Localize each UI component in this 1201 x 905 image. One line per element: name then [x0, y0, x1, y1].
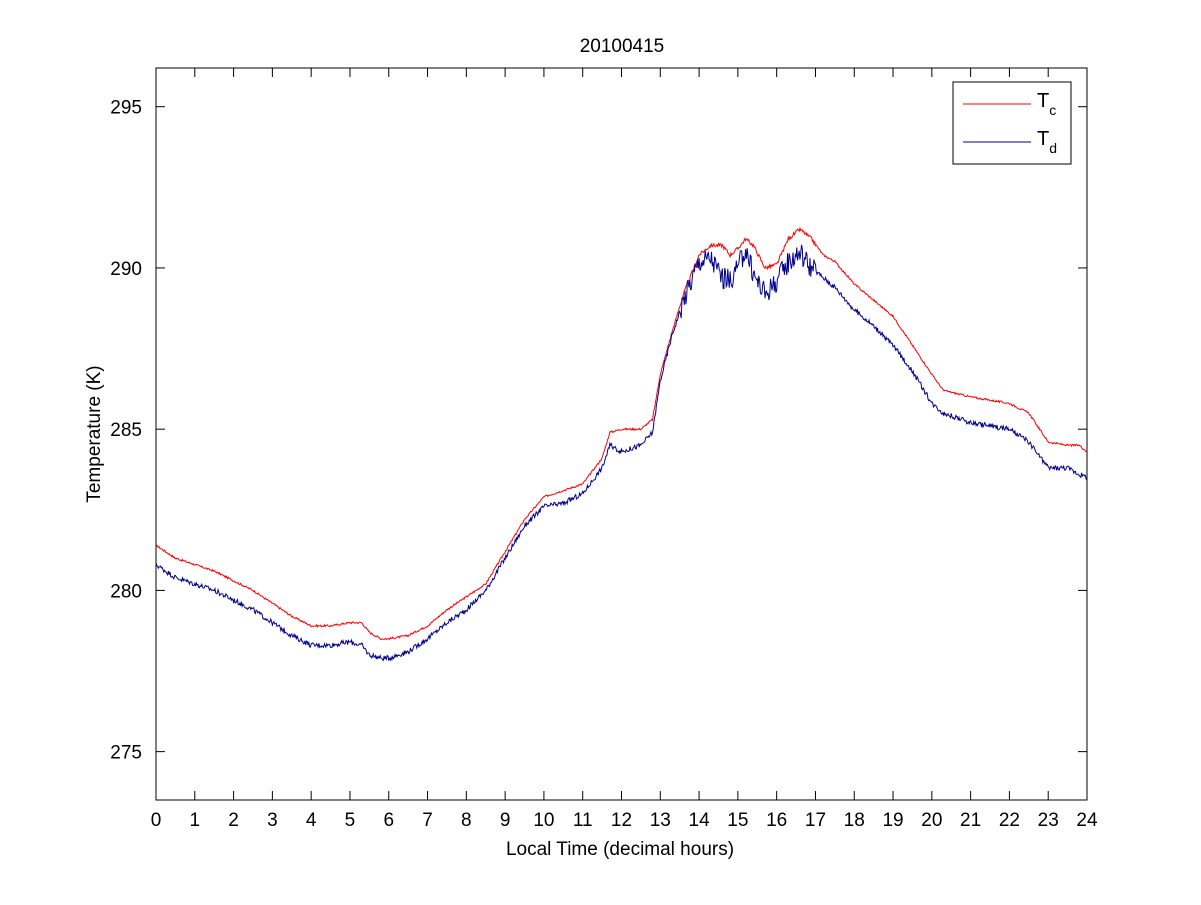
x-tick-label: 16 [766, 810, 787, 831]
x-tick-label: 9 [500, 810, 511, 831]
x-tick-label: 6 [383, 810, 394, 831]
x-tick-label: 8 [461, 810, 472, 831]
x-tick-label: 4 [306, 810, 317, 831]
x-tick-label: 12 [611, 810, 632, 831]
y-tick-label: 280 [110, 581, 142, 602]
x-tick-label: 14 [689, 810, 711, 831]
y-tick-label: 290 [110, 259, 142, 280]
x-tick-label: 7 [422, 810, 433, 831]
x-tick-label: 18 [844, 810, 865, 831]
x-tick-label: 11 [573, 810, 593, 831]
x-tick-label: 17 [805, 810, 826, 831]
x-tick-label: 15 [727, 810, 748, 831]
legend-subscript: d [1049, 140, 1057, 156]
series-layer [155, 227, 1088, 662]
x-tick-label: 23 [1038, 810, 1059, 831]
chart-title: 20100415 [580, 36, 665, 57]
x-tick-label: 1 [190, 810, 201, 831]
x-tick-label: 13 [650, 810, 671, 831]
y-tick-label: 285 [110, 420, 142, 441]
axis-ticks: 0 1 2 3 4 5 6 7 8 9 10 11 12 13 14 15 16 17 18 19 20 21 22 23 24… [110, 68, 1098, 831]
x-tick-label: 24 [1076, 810, 1098, 831]
series-line-t-c [155, 227, 1088, 641]
legend-subscript: c [1049, 102, 1056, 118]
series-line-t-d [155, 244, 1088, 662]
y-axis-label: Temperature (K) [84, 365, 105, 502]
plot-area-frame [155, 67, 1088, 801]
x-tick-label: 10 [533, 810, 554, 831]
y-tick-label: 295 [110, 98, 142, 119]
y-tick-label: 275 [110, 743, 142, 764]
x-tick-label: 22 [999, 810, 1020, 831]
x-tick-label: 19 [882, 810, 903, 831]
legend-box [952, 81, 1072, 165]
x-tick-label: 21 [960, 810, 981, 831]
x-tick-label: 0 [151, 810, 162, 831]
x-tick-label: 20 [921, 810, 942, 831]
x-axis-label: Local Time (decimal hours) [506, 839, 734, 860]
x-tick-label: 3 [267, 810, 278, 831]
x-tick-label: 2 [228, 810, 239, 831]
x-tick-label: 5 [345, 810, 356, 831]
